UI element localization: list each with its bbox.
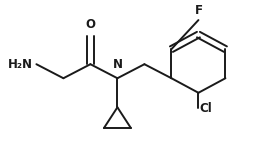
Text: Cl: Cl: [200, 102, 212, 115]
Text: F: F: [194, 4, 202, 17]
Text: H₂N: H₂N: [8, 58, 33, 71]
Text: O: O: [85, 18, 95, 32]
Text: N: N: [112, 58, 122, 71]
